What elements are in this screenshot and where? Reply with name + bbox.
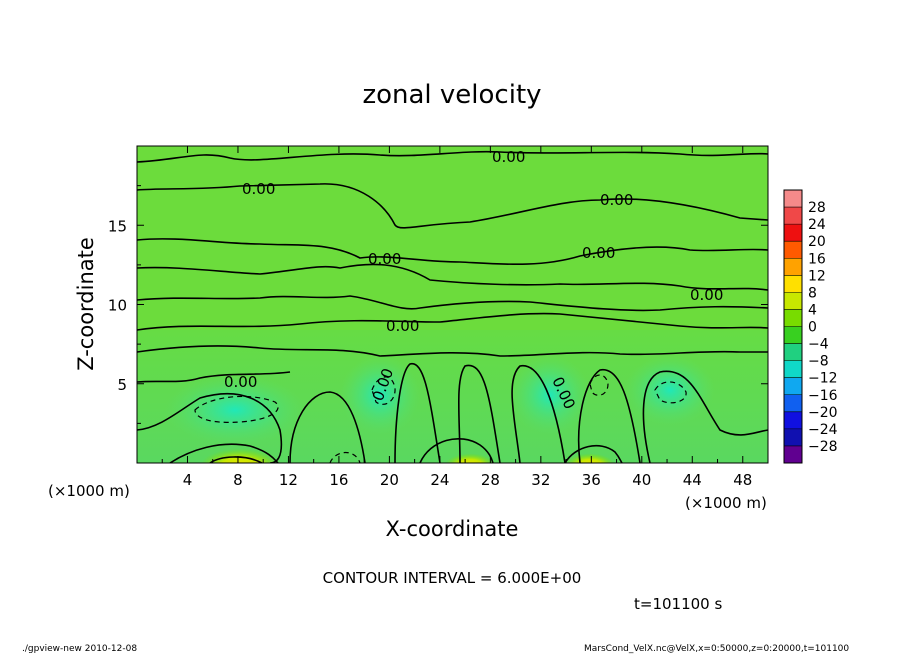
colorbar-label: −28 [808,439,838,455]
contour-label: 0.00 [368,250,401,268]
colorbar-swatch [784,377,802,396]
colorbar-swatch [784,224,802,242]
footer-left: ./gpview-new 2010-12-08 [22,644,137,654]
positive-region [445,451,495,463]
contour-label: 0.00 [600,191,633,209]
colorbar-label: 8 [808,285,817,301]
x-tick-label: 8 [233,471,243,489]
negative-contours [194,374,687,463]
contour-interval: CONTOUR INTERVAL = 6.000E+00 [323,569,582,587]
x-tick-label: 36 [582,471,601,489]
chart-title: zonal velocity [362,80,541,110]
cyan-region [165,375,305,445]
colorbar-swatch [784,343,802,361]
x-axis: 4 8 12 16 20 24 28 32 36 40 44 48 [161,146,752,489]
x-tick-label: 4 [183,471,193,489]
x-tick-label: 40 [632,471,651,489]
colorbar-swatch [784,207,802,225]
colorbar-label: −16 [808,388,838,404]
colorbar-label: −20 [808,405,838,421]
time-label: t=101100 s [634,595,722,613]
colorbar-label: 4 [808,302,817,318]
colorbar-label: 20 [808,234,826,250]
colorbar-swatch [784,394,802,413]
colorbar-swatch [784,309,802,327]
colorbar-swatch [784,190,802,208]
contour-label: 0.00 [690,286,723,304]
contour-label: 0.00 [224,373,257,391]
colorbar-swatch [784,241,802,259]
contour-label: 0.00 [386,317,419,335]
x-tick-label: 44 [683,471,702,489]
cyan-region [625,355,715,425]
x-tick-label: 24 [430,471,449,489]
x-tick-label: 48 [733,471,752,489]
cyan-region [340,355,420,435]
colorbar-label: 24 [808,217,826,233]
colorbar-swatch [784,292,802,310]
x-tick-label: 12 [279,471,298,489]
plot-area [137,146,768,463]
colorbar-swatch [784,360,802,378]
contour-label: 0.00 [242,180,275,198]
colorbar-swatch [784,428,802,447]
contour-label: 0.00 [492,148,525,166]
x-tick-label: 32 [531,471,550,489]
colorbar-swatch [784,258,802,276]
colorbar-label: 16 [808,251,826,267]
colorbar-label: 28 [808,200,826,216]
contour-label: 0.00 [582,244,615,262]
y-axis-label: Z-coordinate [74,237,98,371]
x-tick-label: 28 [481,471,500,489]
cyan-region [510,355,590,435]
colorbar-swatch [784,275,802,293]
y-axis: 5 10 15 [108,185,768,424]
colorbar-swatch [784,445,802,464]
colorbar-label: −12 [808,371,838,387]
x-axis-label: X-coordinate [386,517,519,541]
colorbar-label: −24 [808,422,838,438]
y-tick-label: 15 [108,217,127,235]
colorbar-label: −4 [808,337,829,353]
colorbar-label: −8 [808,354,829,370]
x-unit-label: (×1000 m) [48,482,130,500]
x-tick-label: 20 [380,471,399,489]
colorbar-swatch [784,326,802,344]
footer-right: MarsCond_VelX.nc@VelX,x=0:50000,z=0:2000… [584,644,849,654]
colorbar-label: 0 [808,320,817,336]
x-tick-label: 16 [329,471,348,489]
y-tick-label: 10 [108,297,127,315]
positive-region [565,451,615,463]
colorbar-label: 12 [808,268,826,284]
colorbar-swatch [784,411,802,430]
y-tick-label: 5 [117,376,127,394]
x-unit-label-right: (×1000 m) [685,494,767,512]
